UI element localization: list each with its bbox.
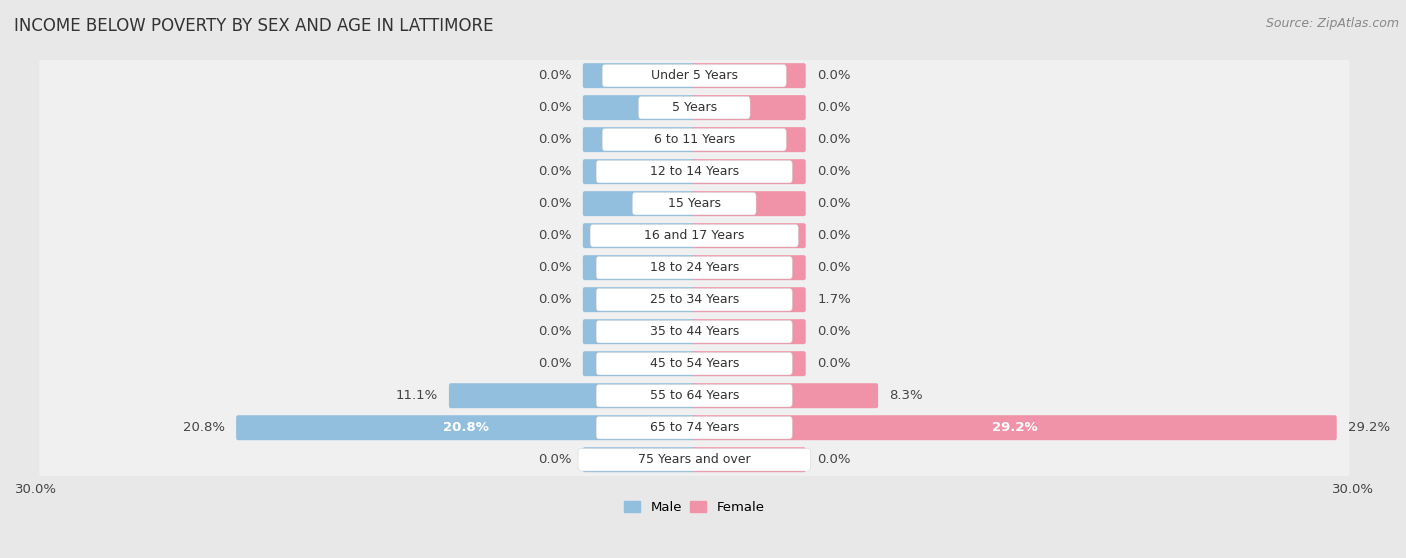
Text: 20.8%: 20.8% — [443, 421, 489, 434]
FancyBboxPatch shape — [693, 447, 806, 472]
FancyBboxPatch shape — [39, 345, 1350, 383]
Text: 75 Years and over: 75 Years and over — [638, 453, 751, 466]
FancyBboxPatch shape — [583, 63, 696, 88]
Text: 0.0%: 0.0% — [538, 197, 571, 210]
Text: 29.2%: 29.2% — [991, 421, 1038, 434]
FancyBboxPatch shape — [596, 320, 793, 343]
FancyBboxPatch shape — [39, 121, 1350, 158]
Text: 29.2%: 29.2% — [1348, 421, 1391, 434]
FancyBboxPatch shape — [596, 288, 793, 311]
Text: INCOME BELOW POVERTY BY SEX AND AGE IN LATTIMORE: INCOME BELOW POVERTY BY SEX AND AGE IN L… — [14, 17, 494, 35]
Text: 65 to 74 Years: 65 to 74 Years — [650, 421, 740, 434]
FancyBboxPatch shape — [602, 128, 786, 151]
FancyBboxPatch shape — [583, 191, 696, 216]
FancyBboxPatch shape — [596, 160, 793, 183]
Text: 0.0%: 0.0% — [538, 229, 571, 242]
Text: 0.0%: 0.0% — [538, 453, 571, 466]
Text: 5 Years: 5 Years — [672, 101, 717, 114]
Text: 15 Years: 15 Years — [668, 197, 721, 210]
Text: 12 to 14 Years: 12 to 14 Years — [650, 165, 738, 178]
FancyBboxPatch shape — [39, 409, 1350, 446]
FancyBboxPatch shape — [583, 95, 696, 120]
FancyBboxPatch shape — [583, 319, 696, 344]
Text: 0.0%: 0.0% — [538, 133, 571, 146]
FancyBboxPatch shape — [693, 223, 806, 248]
Text: 0.0%: 0.0% — [817, 165, 851, 178]
Text: 16 and 17 Years: 16 and 17 Years — [644, 229, 744, 242]
Text: 0.0%: 0.0% — [817, 133, 851, 146]
FancyBboxPatch shape — [39, 313, 1350, 350]
FancyBboxPatch shape — [39, 185, 1350, 223]
Text: 45 to 54 Years: 45 to 54 Years — [650, 357, 740, 370]
FancyBboxPatch shape — [596, 384, 793, 407]
FancyBboxPatch shape — [39, 377, 1350, 415]
Text: 25 to 34 Years: 25 to 34 Years — [650, 293, 740, 306]
Text: 0.0%: 0.0% — [538, 293, 571, 306]
Text: 0.0%: 0.0% — [538, 325, 571, 338]
FancyBboxPatch shape — [449, 383, 696, 408]
Text: 0.0%: 0.0% — [817, 69, 851, 82]
FancyBboxPatch shape — [693, 415, 1337, 440]
FancyBboxPatch shape — [638, 97, 749, 119]
FancyBboxPatch shape — [39, 153, 1350, 190]
FancyBboxPatch shape — [583, 223, 696, 248]
Text: 6 to 11 Years: 6 to 11 Years — [654, 133, 735, 146]
FancyBboxPatch shape — [596, 416, 793, 439]
FancyBboxPatch shape — [583, 447, 696, 472]
FancyBboxPatch shape — [693, 95, 806, 120]
Text: 0.0%: 0.0% — [817, 261, 851, 274]
Text: 0.0%: 0.0% — [817, 197, 851, 210]
Text: 0.0%: 0.0% — [817, 229, 851, 242]
FancyBboxPatch shape — [693, 159, 806, 184]
Text: 0.0%: 0.0% — [817, 357, 851, 370]
FancyBboxPatch shape — [693, 127, 806, 152]
FancyBboxPatch shape — [693, 255, 806, 280]
FancyBboxPatch shape — [39, 217, 1350, 254]
FancyBboxPatch shape — [39, 441, 1350, 479]
FancyBboxPatch shape — [583, 159, 696, 184]
Text: 0.0%: 0.0% — [538, 261, 571, 274]
Text: 8.3%: 8.3% — [890, 389, 924, 402]
Text: 0.0%: 0.0% — [817, 101, 851, 114]
FancyBboxPatch shape — [39, 57, 1350, 94]
Text: 11.1%: 11.1% — [395, 389, 437, 402]
FancyBboxPatch shape — [583, 127, 696, 152]
FancyBboxPatch shape — [236, 415, 696, 440]
FancyBboxPatch shape — [693, 63, 806, 88]
FancyBboxPatch shape — [583, 255, 696, 280]
Text: 0.0%: 0.0% — [817, 453, 851, 466]
FancyBboxPatch shape — [693, 351, 806, 376]
FancyBboxPatch shape — [602, 64, 786, 87]
FancyBboxPatch shape — [693, 287, 806, 312]
FancyBboxPatch shape — [596, 256, 793, 279]
Text: 0.0%: 0.0% — [538, 165, 571, 178]
Legend: Male, Female: Male, Female — [619, 496, 769, 519]
FancyBboxPatch shape — [693, 383, 879, 408]
FancyBboxPatch shape — [693, 319, 806, 344]
Text: 18 to 24 Years: 18 to 24 Years — [650, 261, 740, 274]
Text: 35 to 44 Years: 35 to 44 Years — [650, 325, 740, 338]
Text: Source: ZipAtlas.com: Source: ZipAtlas.com — [1265, 17, 1399, 30]
FancyBboxPatch shape — [578, 449, 810, 471]
FancyBboxPatch shape — [591, 224, 799, 247]
FancyBboxPatch shape — [39, 281, 1350, 319]
Text: 0.0%: 0.0% — [538, 101, 571, 114]
FancyBboxPatch shape — [596, 353, 793, 375]
FancyBboxPatch shape — [693, 191, 806, 216]
Text: 0.0%: 0.0% — [538, 357, 571, 370]
FancyBboxPatch shape — [633, 193, 756, 215]
FancyBboxPatch shape — [583, 287, 696, 312]
Text: Under 5 Years: Under 5 Years — [651, 69, 738, 82]
Text: 20.8%: 20.8% — [183, 421, 225, 434]
Text: 1.7%: 1.7% — [817, 293, 851, 306]
FancyBboxPatch shape — [583, 351, 696, 376]
Text: 55 to 64 Years: 55 to 64 Years — [650, 389, 740, 402]
FancyBboxPatch shape — [39, 249, 1350, 287]
Text: 0.0%: 0.0% — [817, 325, 851, 338]
FancyBboxPatch shape — [39, 89, 1350, 127]
Text: 0.0%: 0.0% — [538, 69, 571, 82]
